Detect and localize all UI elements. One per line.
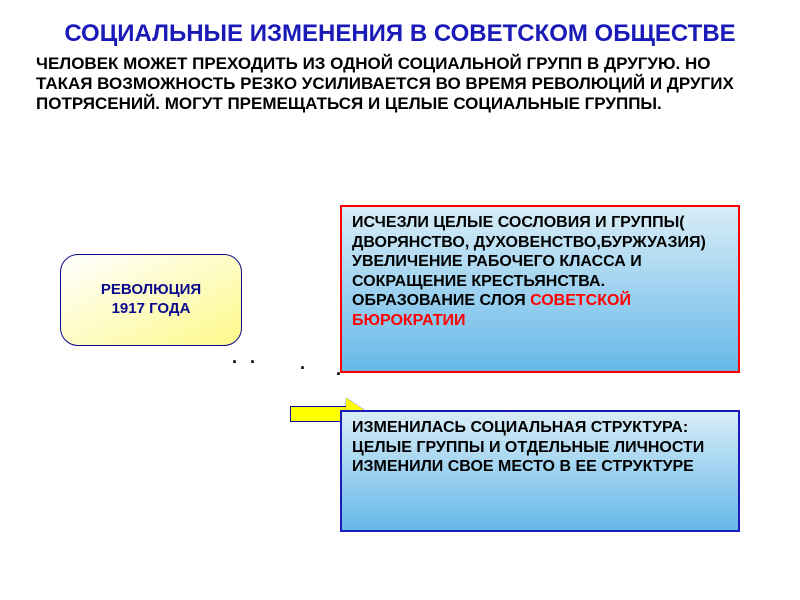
effects-box: ИСЧЕЗЛИ ЦЕЛЫЕ СОСЛОВИЯ И ГРУППЫ( ДВОРЯНС… (340, 205, 740, 373)
effects-text: ИСЧЕЗЛИ ЦЕЛЫЕ СОСЛОВИЯ И ГРУППЫ( ДВОРЯНС… (352, 214, 706, 309)
revolution-label: РЕВОЛЮЦИЯ 1917 ГОДА (101, 281, 201, 319)
dot: . (336, 359, 341, 380)
dot: . (250, 347, 255, 368)
revolution-node: РЕВОЛЮЦИЯ 1917 ГОДА (60, 254, 242, 346)
slide-title: СОЦИАЛЬНЫЕ ИЗМЕНЕНИЯ В СОВЕТСКОМ ОБЩЕСТВ… (36, 20, 764, 48)
slide: СОЦИАЛЬНЫЕ ИЗМЕНЕНИЯ В СОВЕТСКОМ ОБЩЕСТВ… (0, 0, 800, 600)
arrow-shaft (290, 406, 346, 422)
structure-box: ИЗМЕНИЛАСЬ СОЦИАЛЬНАЯ СТРУКТУРА: ЦЕЛЫЕ Г… (340, 410, 740, 532)
dot: . (232, 347, 237, 368)
revolution-line1: РЕВОЛЮЦИЯ (101, 281, 201, 298)
dot: . (300, 353, 305, 374)
revolution-line2: 1917 ГОДА (112, 300, 191, 317)
structure-text: ИЗМЕНИЛАСЬ СОЦИАЛЬНАЯ СТРУКТУРА: ЦЕЛЫЕ Г… (352, 419, 704, 475)
intro-text: ЧЕЛОВЕК МОЖЕТ ПРЕХОДИТЬ ИЗ ОДНОЙ СОЦИАЛЬ… (36, 54, 764, 115)
